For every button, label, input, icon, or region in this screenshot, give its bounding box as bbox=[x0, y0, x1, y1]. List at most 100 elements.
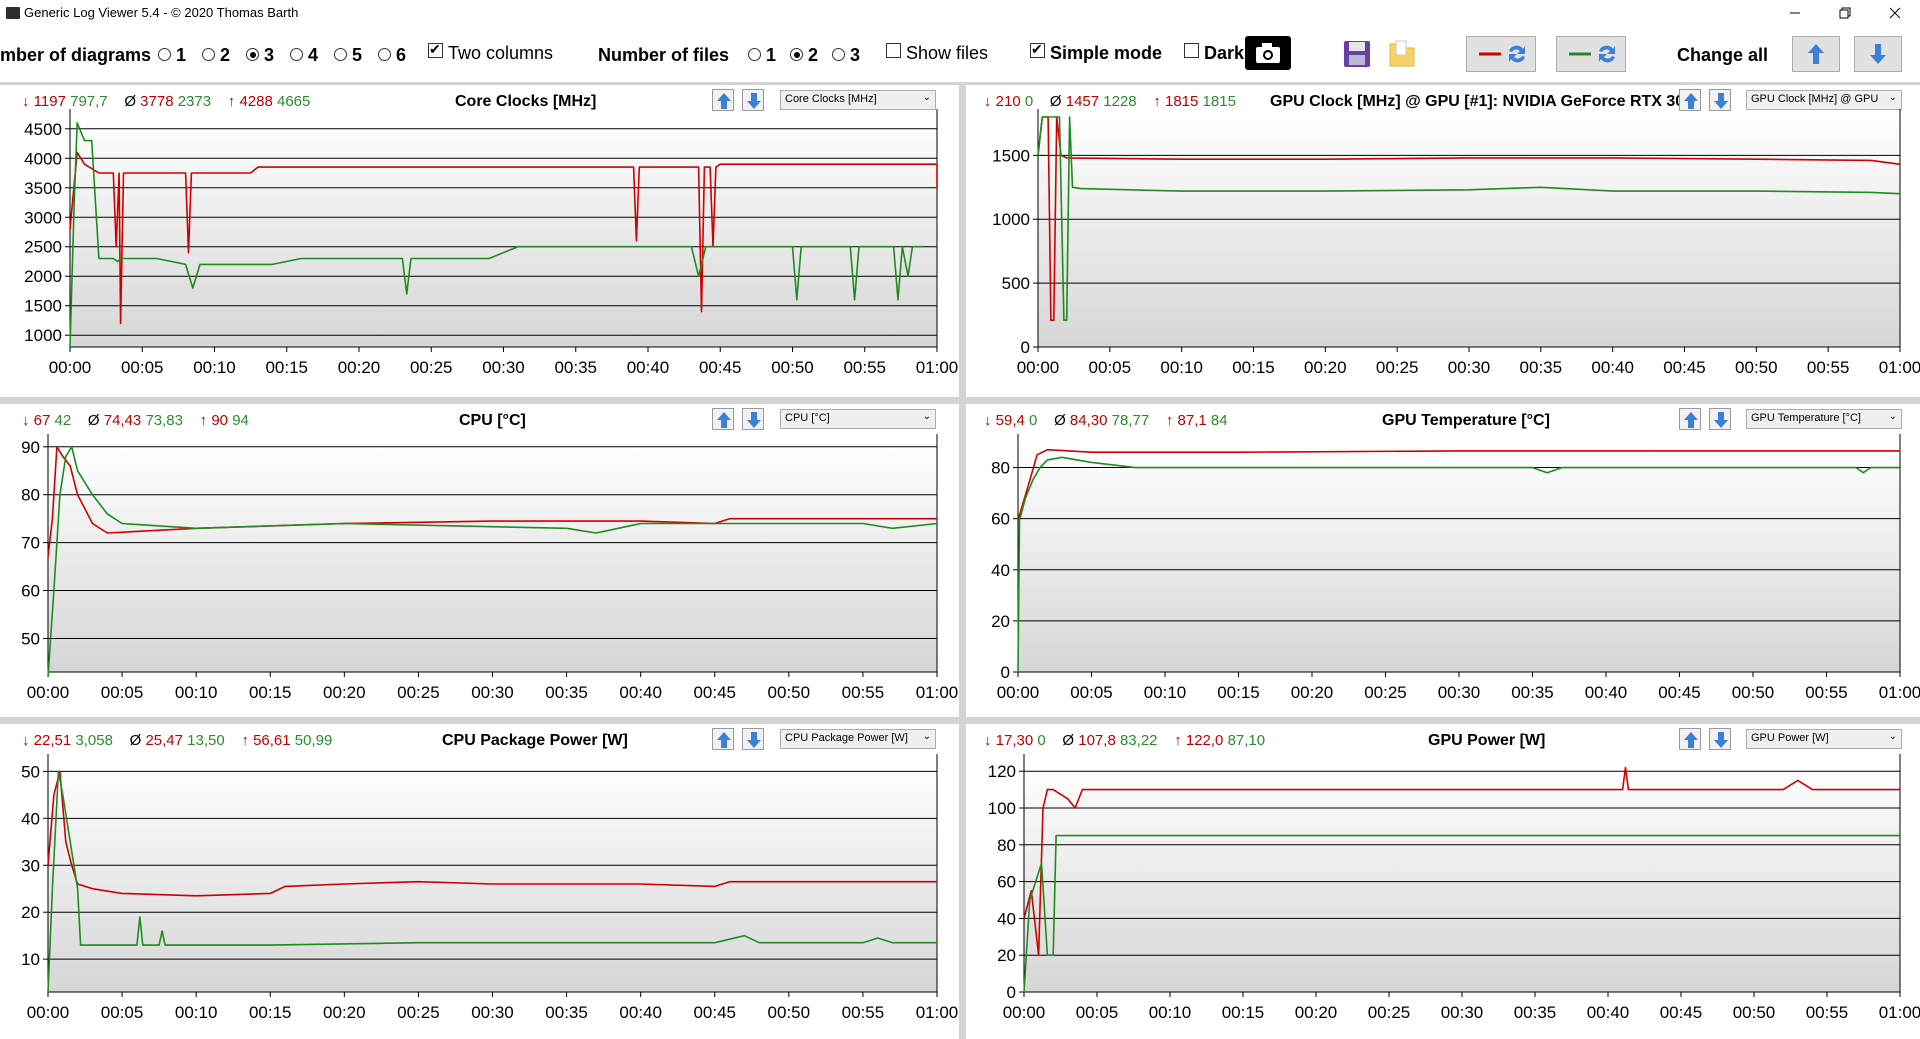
plot-area bbox=[48, 442, 937, 672]
folder-icon[interactable] bbox=[1385, 36, 1419, 72]
diagram-radio-5[interactable]: 5 bbox=[334, 44, 362, 66]
axis bbox=[47, 434, 937, 673]
x-tick-label: 00:20 bbox=[338, 358, 381, 377]
diagram-radio-3[interactable]: 3 bbox=[246, 44, 274, 66]
red-line-swap-icon[interactable] bbox=[1466, 36, 1536, 72]
arrow-down-icon[interactable] bbox=[742, 89, 764, 111]
sensor-select-value: GPU Temperature [°C] bbox=[1751, 412, 1861, 424]
num-diagrams-label: mber of diagrams bbox=[0, 45, 152, 65]
close-icon[interactable] bbox=[1872, 0, 1918, 26]
x-tick-label: 00:15 bbox=[249, 683, 292, 702]
x-tick-label: 00:05 bbox=[1076, 1003, 1119, 1022]
sensor-select[interactable]: GPU Clock [MHz] @ GPU ⌄ bbox=[1746, 90, 1902, 110]
panel-title: CPU [°C] bbox=[459, 412, 526, 429]
x-tick-label: 00:55 bbox=[842, 683, 885, 702]
series-line-file2 bbox=[1023, 834, 1900, 993]
series-line-file2 bbox=[1017, 456, 1900, 673]
sensor-select[interactable]: GPU Power [W] ⌄ bbox=[1746, 729, 1902, 749]
diagram-radio-6[interactable]: 6 bbox=[378, 44, 406, 66]
diagram-radio-1[interactable]: 1 bbox=[158, 44, 186, 66]
y-tick-label: 20 bbox=[21, 903, 40, 922]
min-symbol: ↓ bbox=[22, 732, 30, 749]
y-tick-label: 4000 bbox=[24, 149, 62, 168]
axis bbox=[1037, 109, 1900, 348]
camera-icon[interactable] bbox=[1245, 36, 1291, 70]
x-tick-label: 00:05 bbox=[101, 683, 144, 702]
x-tick-label: 01:00 bbox=[1879, 358, 1920, 377]
x-tick-label: 00:30 bbox=[1441, 1003, 1484, 1022]
x-tick-label: 00:55 bbox=[842, 1003, 885, 1022]
x-tick-label: 00:15 bbox=[265, 358, 308, 377]
arrow-down-icon[interactable] bbox=[1709, 89, 1731, 111]
diagram-radio-2[interactable]: 2 bbox=[202, 44, 230, 66]
sensor-select-value: GPU Power [W] bbox=[1751, 732, 1829, 744]
x-tick-label: 00:40 bbox=[1585, 683, 1628, 702]
restore-icon[interactable] bbox=[1822, 0, 1868, 26]
stats-line: ↓ 1197 797,7 Ø 3778 2373 ↑ 4288 4665 bbox=[22, 93, 310, 110]
simple-mode-checkbox[interactable]: Simple mode bbox=[1030, 41, 1162, 64]
y-tick-label: 80 bbox=[991, 459, 1010, 478]
plot-area bbox=[1024, 762, 1900, 992]
files-radio-2[interactable]: 2 bbox=[790, 44, 818, 66]
chart-panel: ↓ 67 42 Ø 74,43 73,83 ↑ 90 94 CPU [°C] CPU… bbox=[0, 404, 959, 717]
x-tick-label: 00:15 bbox=[249, 1003, 292, 1022]
arrow-up-icon[interactable] bbox=[1679, 408, 1701, 430]
sensor-select[interactable]: Core Clocks [MHz] ⌄ bbox=[780, 90, 936, 110]
x-tick-label: 00:40 bbox=[627, 358, 670, 377]
diagram-radio-4[interactable]: 4 bbox=[290, 44, 318, 66]
line-chart: 1500 1000 500 000:00 00:05 00:10 00:15 00:20 00:… bbox=[992, 109, 1920, 377]
two-columns-checkbox[interactable]: Two columns bbox=[428, 41, 553, 64]
min-symbol: ↓ bbox=[22, 412, 30, 429]
avg-value-file2: 78,77 bbox=[1111, 412, 1150, 429]
max-value-file2: 94 bbox=[232, 412, 249, 429]
x-tick-label: 00:50 bbox=[1733, 1003, 1776, 1022]
panel-title: CPU Package Power [W] bbox=[442, 732, 628, 749]
arrow-down-icon[interactable] bbox=[1854, 36, 1902, 72]
x-tick-label: 00:05 bbox=[1070, 683, 1113, 702]
minimize-icon[interactable] bbox=[1772, 0, 1818, 26]
arrow-up-icon[interactable] bbox=[1679, 728, 1701, 750]
plot-area bbox=[1038, 117, 1900, 347]
min-symbol: ↓ bbox=[984, 93, 992, 110]
min-value-file2: 3,058 bbox=[75, 732, 113, 749]
max-symbol: ↑ bbox=[199, 412, 208, 429]
x-tick-label: 00:10 bbox=[175, 683, 218, 702]
arrow-up-icon[interactable] bbox=[1792, 36, 1840, 72]
sensor-select[interactable]: CPU Package Power [W] ⌄ bbox=[780, 729, 936, 749]
series-line-file1 bbox=[1017, 448, 1900, 521]
series-line-file2 bbox=[47, 445, 938, 677]
line-chart: 80 60 40 20 000:00 00:05 00:10 00:15 00:20 00:25 0… bbox=[991, 434, 1920, 702]
files-radio-3[interactable]: 3 bbox=[832, 44, 860, 66]
panel-title: Core Clocks [MHz] bbox=[455, 93, 597, 110]
arrow-up-icon[interactable] bbox=[712, 408, 734, 430]
max-value-file1: 1815 bbox=[1165, 93, 1199, 110]
floppy-icon[interactable] bbox=[1340, 36, 1374, 72]
avg-value-file1: 107,8 bbox=[1078, 732, 1116, 749]
x-tick-label: 01:00 bbox=[916, 358, 959, 377]
arrow-down-icon[interactable] bbox=[1709, 728, 1731, 750]
min-symbol: ↓ bbox=[984, 412, 992, 429]
max-value-file2: 84 bbox=[1210, 412, 1228, 429]
sensor-select[interactable]: GPU Temperature [°C] ⌄ bbox=[1746, 409, 1902, 429]
min-value-file2: 0 bbox=[1024, 93, 1034, 110]
chart-panel: ↓ 1197 797,7 Ø 3778 2373 ↑ 4288 4665 Core… bbox=[0, 85, 959, 397]
x-tick-label: 00:10 bbox=[1144, 683, 1187, 702]
arrow-up-icon[interactable] bbox=[1679, 89, 1701, 111]
y-tick-label: 120 bbox=[988, 762, 1016, 781]
files-radio-1[interactable]: 1 bbox=[748, 44, 776, 66]
arrow-up-icon[interactable] bbox=[712, 89, 734, 111]
avg-symbol: Ø bbox=[1049, 93, 1062, 110]
green-line-swap-icon[interactable] bbox=[1556, 36, 1626, 72]
x-tick-label: 00:25 bbox=[410, 358, 453, 377]
sensor-select[interactable]: CPU [°C] ⌄ bbox=[780, 409, 936, 429]
show-files-checkbox[interactable]: Show files bbox=[886, 42, 988, 64]
x-tick-label: 00:05 bbox=[101, 1003, 144, 1022]
series-line-file1 bbox=[1023, 766, 1900, 956]
dark-checkbox[interactable]: Dark bbox=[1184, 42, 1244, 64]
arrow-down-icon[interactable] bbox=[742, 728, 764, 750]
num-files-label: Number of files bbox=[598, 45, 730, 65]
arrow-down-icon[interactable] bbox=[1709, 408, 1731, 430]
line-chart: 4500 4000 3500 3000 2500 2000 1500 1000 00:00 00:… bbox=[24, 109, 959, 377]
arrow-up-icon[interactable] bbox=[712, 728, 734, 750]
arrow-down-icon[interactable] bbox=[742, 408, 764, 430]
